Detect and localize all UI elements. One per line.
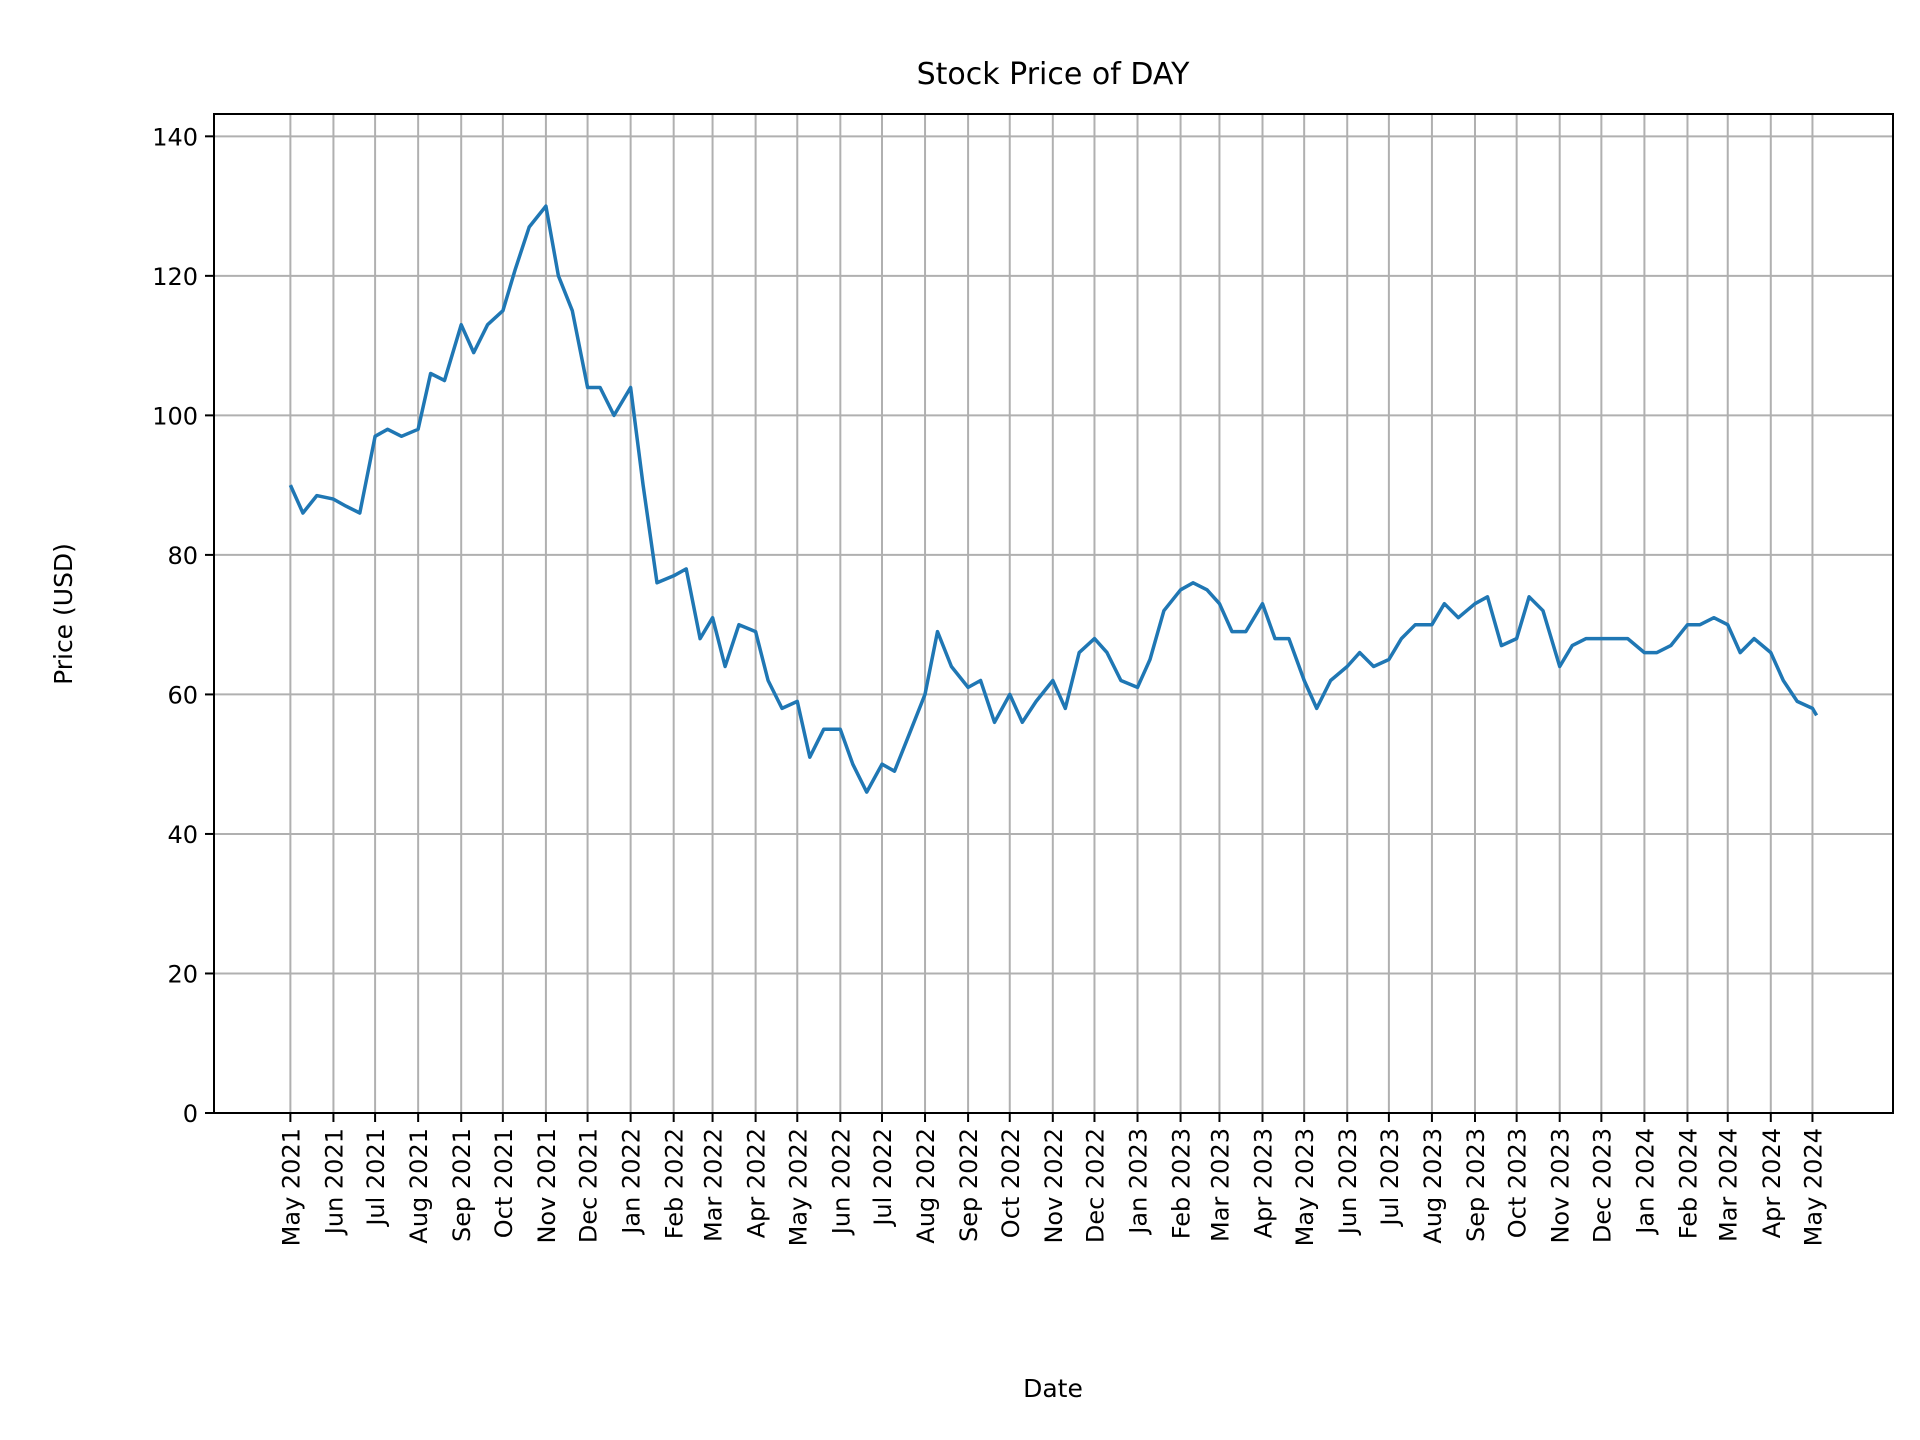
x-tick-label: Aug 2022: [912, 1128, 940, 1244]
x-tick-label: May 2021: [277, 1128, 305, 1246]
y-tick-label: 20: [167, 960, 198, 988]
x-tick-label: Apr 2023: [1250, 1128, 1278, 1238]
x-tick-label: Sep 2021: [448, 1128, 476, 1242]
chart-title: Stock Price of DAY: [917, 57, 1191, 92]
x-tick-label: May 2022: [784, 1128, 812, 1246]
y-axis-ticks: 0 20 40 60 80 100 120 140: [152, 123, 214, 1128]
y-tick-label: 120: [152, 263, 198, 291]
x-axis-ticks: May 2021 Jun 2021 Jul 2021 Aug 2021 Sep 2021…: [277, 1113, 1827, 1246]
y-axis-label: Price (USD): [49, 543, 78, 685]
x-tick-label: Jun 2022: [827, 1128, 855, 1236]
x-tick-label: Oct 2023: [1504, 1128, 1532, 1238]
x-tick-label: Mar 2024: [1715, 1128, 1743, 1242]
x-tick-label: Aug 2021: [405, 1128, 433, 1244]
price-line: [288, 204, 1819, 794]
x-tick-label: Sep 2022: [955, 1128, 983, 1242]
y-tick-label: 0: [183, 1100, 198, 1128]
x-tick-label: Feb 2023: [1168, 1128, 1196, 1239]
y-tick-label: 140: [152, 123, 198, 151]
x-tick-label: Mar 2022: [700, 1128, 728, 1242]
x-tick-label: Jan 2022: [618, 1128, 646, 1236]
x-tick-label: Dec 2023: [1588, 1128, 1616, 1243]
x-tick-label: Nov 2021: [533, 1128, 561, 1244]
x-tick-label: Jun 2021: [320, 1128, 348, 1236]
x-tick-label: Jul 2021: [362, 1128, 390, 1228]
x-tick-label: Dec 2022: [1081, 1128, 1109, 1243]
x-tick-label: Nov 2022: [1040, 1128, 1068, 1244]
x-tick-label: Aug 2023: [1419, 1128, 1447, 1244]
y-tick-label: 60: [167, 681, 198, 709]
x-tick-label: Oct 2021: [490, 1128, 518, 1238]
x-tick-label: Sep 2023: [1462, 1128, 1490, 1242]
gridlines: [214, 114, 1893, 1114]
x-tick-label: Jan 2024: [1631, 1128, 1659, 1236]
x-axis-label: Date: [1023, 1374, 1083, 1403]
x-tick-label: Apr 2024: [1758, 1128, 1786, 1238]
x-tick-label: Jun 2023: [1334, 1128, 1362, 1236]
x-tick-label: May 2024: [1799, 1128, 1827, 1246]
x-tick-label: Jul 2022: [869, 1128, 897, 1228]
x-tick-label: Oct 2022: [997, 1128, 1025, 1238]
x-tick-label: Mar 2023: [1206, 1128, 1234, 1242]
x-tick-label: Nov 2023: [1547, 1128, 1575, 1244]
y-tick-label: 80: [167, 542, 198, 570]
x-tick-label: Dec 2021: [575, 1128, 603, 1243]
x-tick-label: Jul 2023: [1376, 1128, 1404, 1228]
x-tick-label: Jan 2023: [1125, 1128, 1153, 1236]
x-tick-label: Feb 2022: [661, 1128, 689, 1239]
x-tick-label: May 2023: [1291, 1128, 1319, 1246]
y-tick-label: 100: [152, 402, 198, 430]
x-tick-label: Feb 2024: [1674, 1128, 1702, 1239]
x-tick-label: Apr 2022: [743, 1128, 771, 1238]
y-tick-label: 40: [167, 821, 198, 849]
